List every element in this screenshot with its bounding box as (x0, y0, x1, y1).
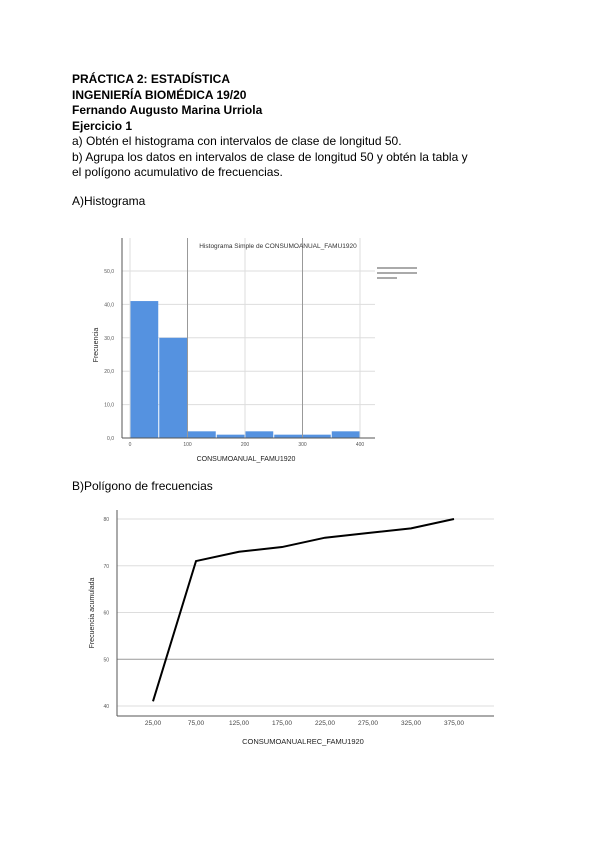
x-tick-label: 125,00 (229, 720, 249, 727)
histogram-bar (245, 431, 274, 438)
exercise-title: Ejercicio 1 (72, 118, 133, 133)
histogram-xlabel: CONSUMOANUAL_FAMU1920 (197, 456, 296, 463)
histogram-bar (188, 431, 216, 438)
x-tick-label: 25,00 (145, 720, 162, 727)
y-tick-label: 30,0 (104, 336, 114, 342)
y-tick-label: 0,0 (107, 436, 114, 442)
x-tick-label: 300 (298, 442, 307, 448)
histogram-bar (159, 337, 187, 438)
x-tick-label: 200 (241, 442, 250, 448)
y-tick-label: 70 (103, 564, 109, 570)
cumulative-frequency-line (152, 518, 455, 702)
x-tick-label: 175,00 (272, 720, 292, 727)
document-header: PRÁCTICA 2: ESTADÍSTICA INGENIERÍA BIOMÉ… (72, 72, 472, 181)
x-tick-label: 225,00 (315, 720, 335, 727)
y-tick-label: 80 (103, 517, 109, 523)
polygon-xlabel: CONSUMOANUALREC_FAMU1920 (242, 737, 364, 746)
y-tick-label: 60 (103, 611, 109, 617)
histogram-bar (331, 431, 360, 438)
x-tick-label: 0 (129, 442, 132, 448)
y-tick-label: 20,0 (104, 369, 114, 375)
histogram-bar (216, 434, 245, 438)
doc-author: Fernando Augusto Marina Urriola (72, 103, 263, 117)
y-tick-label: 10,0 (104, 403, 114, 409)
section-histogram: A)Histograma (72, 194, 146, 208)
histogram-title: Histograma Simple de CONSUMOANUAL_FAMU19… (199, 243, 357, 250)
histogram-legend (377, 264, 417, 282)
histogram-bar (130, 301, 159, 438)
task-a: a) Obtén el histograma con intervalos de… (72, 134, 402, 148)
y-tick-label: 40 (103, 704, 109, 710)
x-tick-label: 100 (183, 442, 192, 448)
x-tick-label: 325,00 (401, 720, 421, 727)
doc-degree: INGENIERÍA BIOMÉDICA 19/20 (72, 87, 247, 102)
histogram-bar (303, 434, 331, 438)
y-tick-label: 50,0 (104, 269, 114, 275)
histogram-bar (274, 434, 302, 438)
x-tick-label: 375,00 (444, 720, 464, 727)
x-tick-label: 75,00 (188, 720, 205, 727)
histogram-ylabel: Frecuencia (93, 328, 100, 363)
x-tick-label: 275,00 (358, 720, 378, 727)
y-tick-label: 50 (103, 657, 109, 663)
section-polygon: B)Polígono de frecuencias (72, 479, 213, 493)
y-tick-label: 40,0 (104, 302, 114, 308)
x-tick-label: 400 (356, 442, 365, 448)
task-b: b) Agrupa los datos en intervalos de cla… (72, 149, 468, 180)
doc-title: PRÁCTICA 2: ESTADÍSTICA (72, 72, 231, 86)
polygon-ylabel: Frecuencia acumulada (89, 577, 96, 648)
